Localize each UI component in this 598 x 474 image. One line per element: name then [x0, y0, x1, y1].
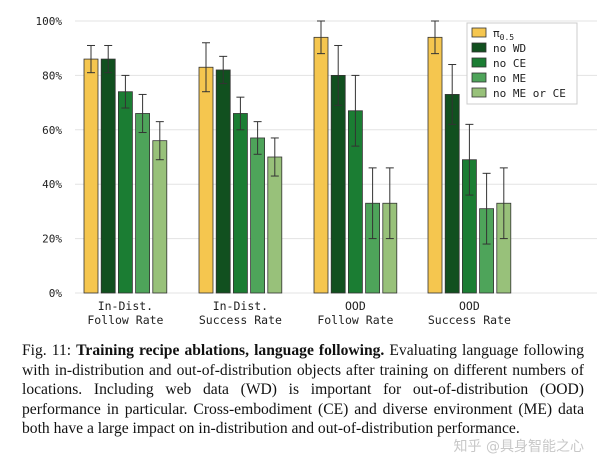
- legend-swatch: [471, 27, 487, 38]
- x-category-label-line: Follow Rate: [317, 313, 393, 327]
- legend-label: no ME or CE: [493, 87, 566, 100]
- legend-label-symbol: π: [493, 27, 500, 40]
- legend-label: no WD: [493, 42, 526, 55]
- bar: [427, 36, 443, 294]
- x-category-label: In-Dist. Follow Rate: [87, 299, 163, 327]
- legend-swatch: [471, 57, 487, 68]
- bar: [313, 36, 329, 294]
- x-category-label-line: In-Dist.: [213, 299, 268, 313]
- bar: [250, 137, 266, 294]
- x-category-label-line: Success Rate: [199, 313, 282, 327]
- legend-swatch: [471, 42, 487, 53]
- y-tick-label: 40%: [42, 178, 62, 191]
- x-category-label-line: Success Rate: [428, 313, 511, 327]
- bar: [232, 113, 248, 294]
- y-tick-label: 60%: [42, 124, 62, 137]
- bar: [135, 113, 151, 294]
- x-category-label: OOD Follow Rate: [317, 299, 393, 327]
- legend: π0.5no WD no CE no ME no ME or CE: [466, 22, 578, 105]
- error-bars: [87, 20, 508, 245]
- bar: [83, 58, 99, 294]
- x-category-label-line: Follow Rate: [87, 313, 163, 327]
- legend-label-subscript: 0.5: [500, 33, 515, 42]
- caption-body: Evaluating language following with in-di…: [22, 342, 584, 438]
- y-tick-label: 20%: [42, 233, 62, 246]
- bar-chart: 0%20%40%60%80%100% In-Dist. Follow RateIn…: [36, 15, 597, 327]
- bar: [215, 69, 231, 294]
- figure-caption: Fig. 11: Training recipe ablations, lang…: [22, 341, 584, 439]
- legend-swatch: [471, 87, 487, 98]
- bars: [83, 36, 512, 294]
- y-axis-ticks: 0% 20% 40% 60% 80% 100%: [36, 15, 63, 300]
- bar: [330, 75, 346, 294]
- y-tick-label: 0%: [49, 287, 63, 300]
- x-category-label-line: In-Dist.: [98, 299, 153, 313]
- bar: [198, 66, 214, 294]
- watermark: 知乎 @具身智能之心: [453, 439, 584, 455]
- legend-label: no ME: [493, 72, 526, 85]
- bar: [267, 156, 283, 294]
- legend-swatch: [471, 72, 487, 83]
- bar: [100, 58, 116, 294]
- x-category-label-line: OOD: [459, 299, 480, 313]
- bar: [152, 140, 168, 294]
- legend-label: no CE: [493, 57, 526, 70]
- y-tick-label: 100%: [36, 15, 63, 28]
- y-tick-label: 80%: [42, 69, 62, 82]
- legend-label: π0.5: [493, 27, 514, 42]
- caption-title: Training recipe ablations, language foll…: [76, 342, 385, 359]
- x-category-label-line: OOD: [345, 299, 366, 313]
- bar: [118, 91, 133, 294]
- x-category-label: OOD Success Rate: [428, 299, 511, 327]
- caption-figure-label: Fig. 11:: [22, 342, 72, 359]
- x-category-label: In-Dist. Success Rate: [199, 299, 282, 327]
